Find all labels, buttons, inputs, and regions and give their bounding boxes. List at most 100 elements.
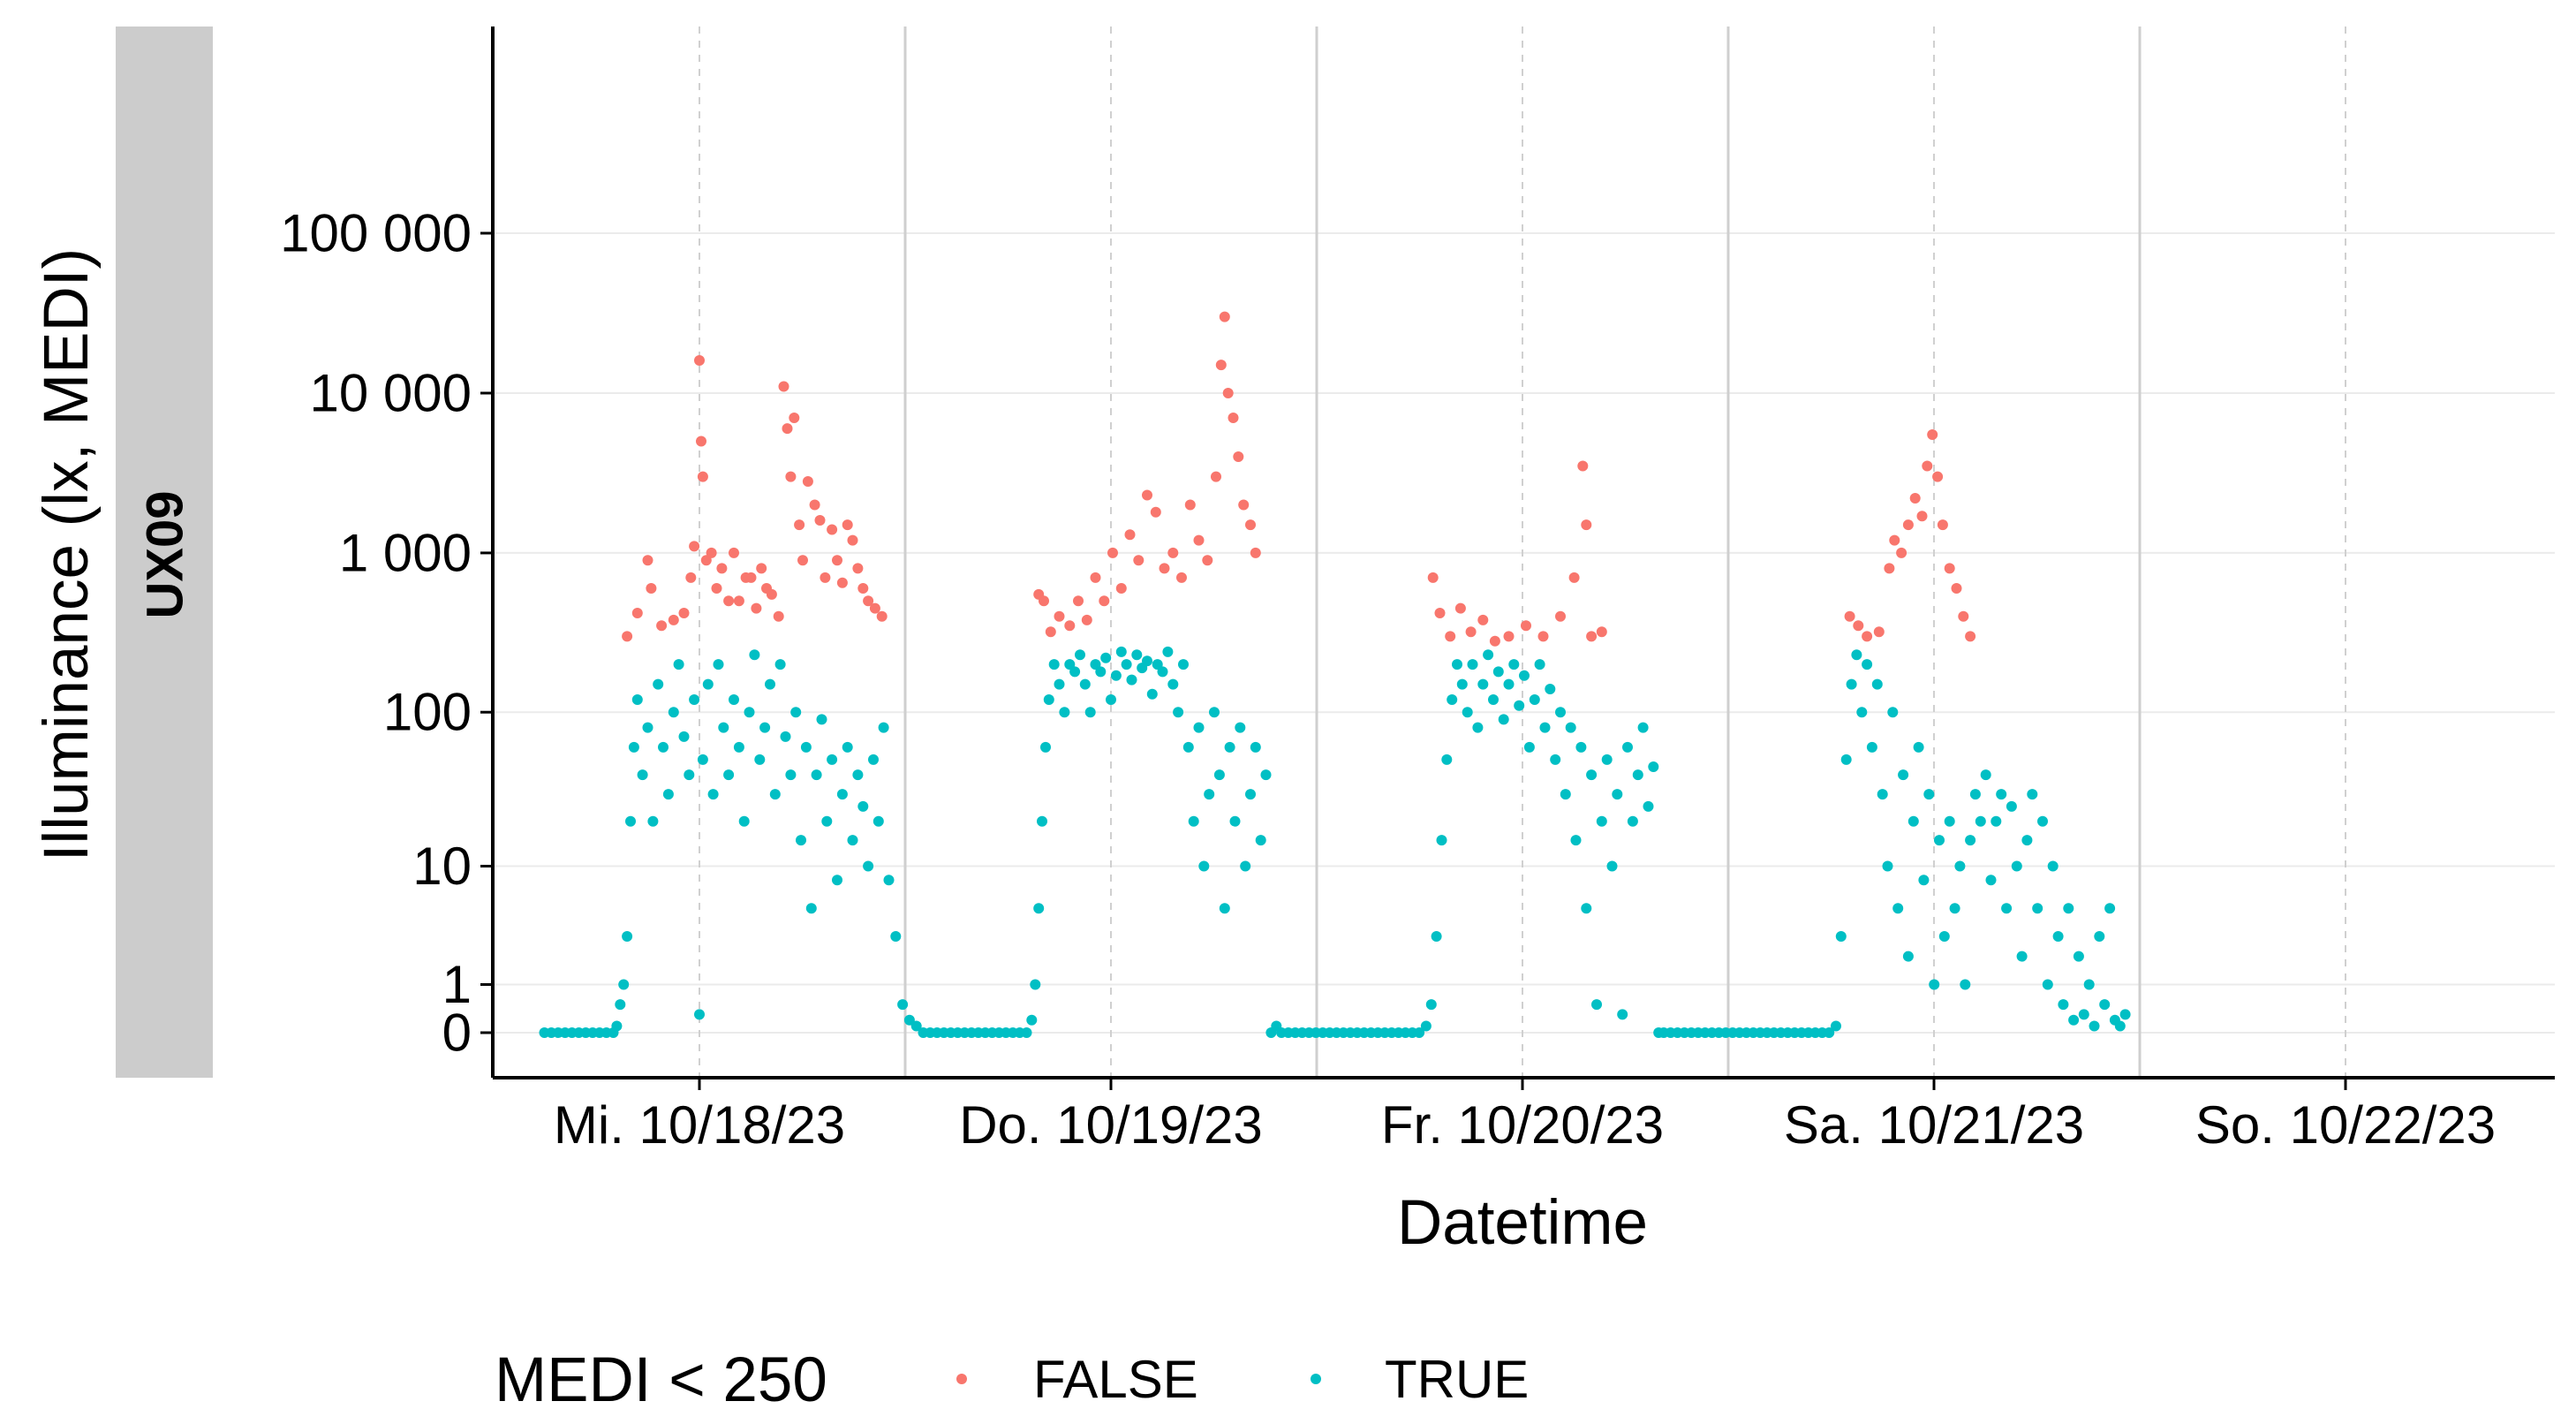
data-point — [1030, 979, 1041, 990]
data-point — [637, 769, 648, 781]
data-point — [1503, 678, 1515, 690]
data-point — [1167, 678, 1179, 690]
data-point — [1209, 707, 1220, 718]
data-point — [1420, 1020, 1432, 1032]
data-point — [1586, 769, 1598, 781]
data-point — [1581, 519, 1592, 531]
data-point — [1235, 722, 1246, 733]
data-point — [618, 979, 630, 990]
data-point — [1489, 635, 1500, 647]
y-tick-label: 0 — [442, 1004, 472, 1063]
data-point — [1913, 741, 1924, 753]
data-point — [1960, 979, 1971, 990]
data-point — [1146, 688, 1158, 700]
data-point — [1126, 674, 1137, 685]
x-tick-label: Fr. 10/20/23 — [1381, 1095, 1664, 1155]
data-point — [821, 815, 833, 827]
data-point — [1586, 631, 1598, 642]
data-point — [1503, 631, 1515, 642]
data-point — [1133, 555, 1144, 566]
facet-strip: UX09 — [116, 27, 213, 1078]
data-point — [842, 741, 853, 753]
data-point — [1555, 610, 1566, 622]
data-point — [1856, 707, 1868, 718]
data-point — [863, 595, 874, 607]
data-point — [1637, 722, 1649, 733]
data-point — [1555, 707, 1566, 718]
data-point — [836, 789, 848, 800]
data-point — [1202, 555, 1213, 566]
data-point — [684, 769, 695, 781]
data-point — [2073, 951, 2084, 962]
data-point — [662, 789, 674, 800]
data-point — [1951, 583, 1962, 594]
data-point — [1545, 684, 1556, 694]
series-true — [539, 646, 2131, 1038]
data-point — [1250, 547, 1261, 558]
data-point — [766, 588, 777, 600]
data-point — [668, 614, 679, 625]
data-point — [1472, 722, 1484, 733]
data-point — [785, 769, 797, 781]
data-point — [744, 707, 755, 718]
data-point — [805, 903, 817, 914]
facet-strip-background — [116, 27, 213, 1078]
data-point — [1523, 741, 1535, 753]
data-point — [1162, 646, 1174, 657]
data-point — [1238, 499, 1250, 511]
data-point — [1064, 620, 1076, 632]
data-point — [1245, 789, 1256, 800]
data-point — [1073, 595, 1084, 607]
data-point — [1084, 707, 1096, 718]
data-point — [1245, 519, 1256, 531]
x-tick-label: Sa. 10/21/23 — [1784, 1095, 2084, 1155]
data-point — [1215, 360, 1227, 371]
data-point — [729, 547, 739, 558]
data-point — [1565, 722, 1576, 733]
y-axis-ticks: 01 10 100 1 000 10 000 100 000 — [280, 203, 493, 1063]
data-point — [785, 471, 797, 482]
data-point — [769, 789, 781, 800]
data-point — [711, 583, 722, 594]
data-point — [2063, 903, 2074, 914]
x-tick-label: So. 10/22/23 — [2195, 1095, 2496, 1155]
y-tick-label: 10 — [412, 837, 472, 896]
data-point — [2001, 903, 2013, 914]
data-point — [759, 722, 771, 733]
data-point — [2037, 815, 2048, 827]
data-point — [625, 815, 636, 827]
data-point — [1627, 815, 1638, 827]
data-point — [1851, 649, 1862, 661]
data-point — [2047, 860, 2059, 872]
data-point — [1255, 835, 1266, 846]
data-point — [836, 577, 848, 588]
data-point — [1260, 769, 1272, 781]
data-point — [1844, 610, 1855, 622]
data-point — [852, 769, 864, 781]
data-point — [1488, 694, 1499, 705]
data-point — [1529, 694, 1540, 705]
data-point — [1431, 931, 1442, 942]
data-point — [832, 875, 842, 886]
data-point — [1026, 1014, 1038, 1026]
data-point — [1465, 626, 1477, 638]
series-false — [622, 311, 1976, 647]
data-point — [2058, 999, 2069, 1011]
data-point — [1467, 659, 1478, 670]
data-point — [873, 815, 884, 827]
data-point — [1835, 931, 1847, 942]
data-point — [2016, 951, 2028, 962]
data-point — [1211, 471, 1221, 482]
data-point — [1043, 694, 1054, 705]
data-point — [890, 931, 902, 942]
data-point — [1918, 875, 1930, 886]
data-point — [1537, 631, 1549, 642]
data-point — [1934, 835, 1945, 846]
data-point — [842, 519, 853, 531]
data-point — [1958, 610, 1969, 622]
data-point — [2104, 903, 2116, 914]
data-point — [2021, 835, 2033, 846]
data-point — [857, 583, 869, 594]
data-point — [1222, 388, 1234, 398]
